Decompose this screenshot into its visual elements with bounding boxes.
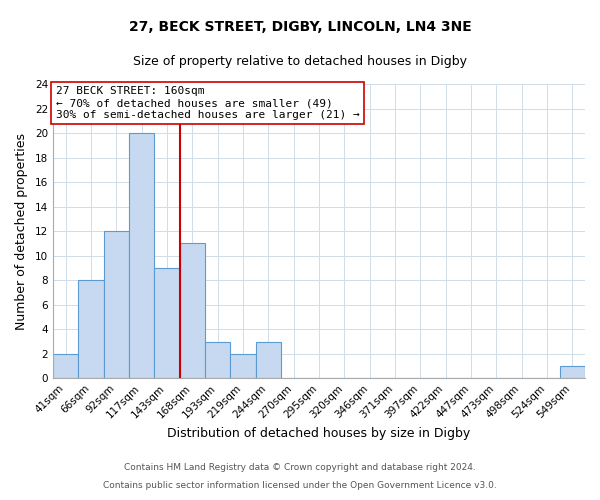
X-axis label: Distribution of detached houses by size in Digby: Distribution of detached houses by size …: [167, 427, 470, 440]
Bar: [180, 244, 205, 378]
Bar: [129, 133, 154, 378]
Text: 27 BECK STREET: 160sqm
← 70% of detached houses are smaller (49)
30% of semi-det: 27 BECK STREET: 160sqm ← 70% of detached…: [56, 86, 359, 120]
Bar: [104, 231, 129, 378]
Bar: [256, 342, 281, 378]
Bar: [560, 366, 585, 378]
Bar: [205, 342, 230, 378]
Bar: [53, 354, 79, 378]
Bar: [79, 280, 104, 378]
Text: 27, BECK STREET, DIGBY, LINCOLN, LN4 3NE: 27, BECK STREET, DIGBY, LINCOLN, LN4 3NE: [128, 20, 472, 34]
Bar: [230, 354, 256, 378]
Text: Contains HM Land Registry data © Crown copyright and database right 2024.: Contains HM Land Registry data © Crown c…: [124, 464, 476, 472]
Y-axis label: Number of detached properties: Number of detached properties: [15, 132, 28, 330]
Text: Size of property relative to detached houses in Digby: Size of property relative to detached ho…: [133, 55, 467, 68]
Text: Contains public sector information licensed under the Open Government Licence v3: Contains public sector information licen…: [103, 481, 497, 490]
Bar: [154, 268, 180, 378]
